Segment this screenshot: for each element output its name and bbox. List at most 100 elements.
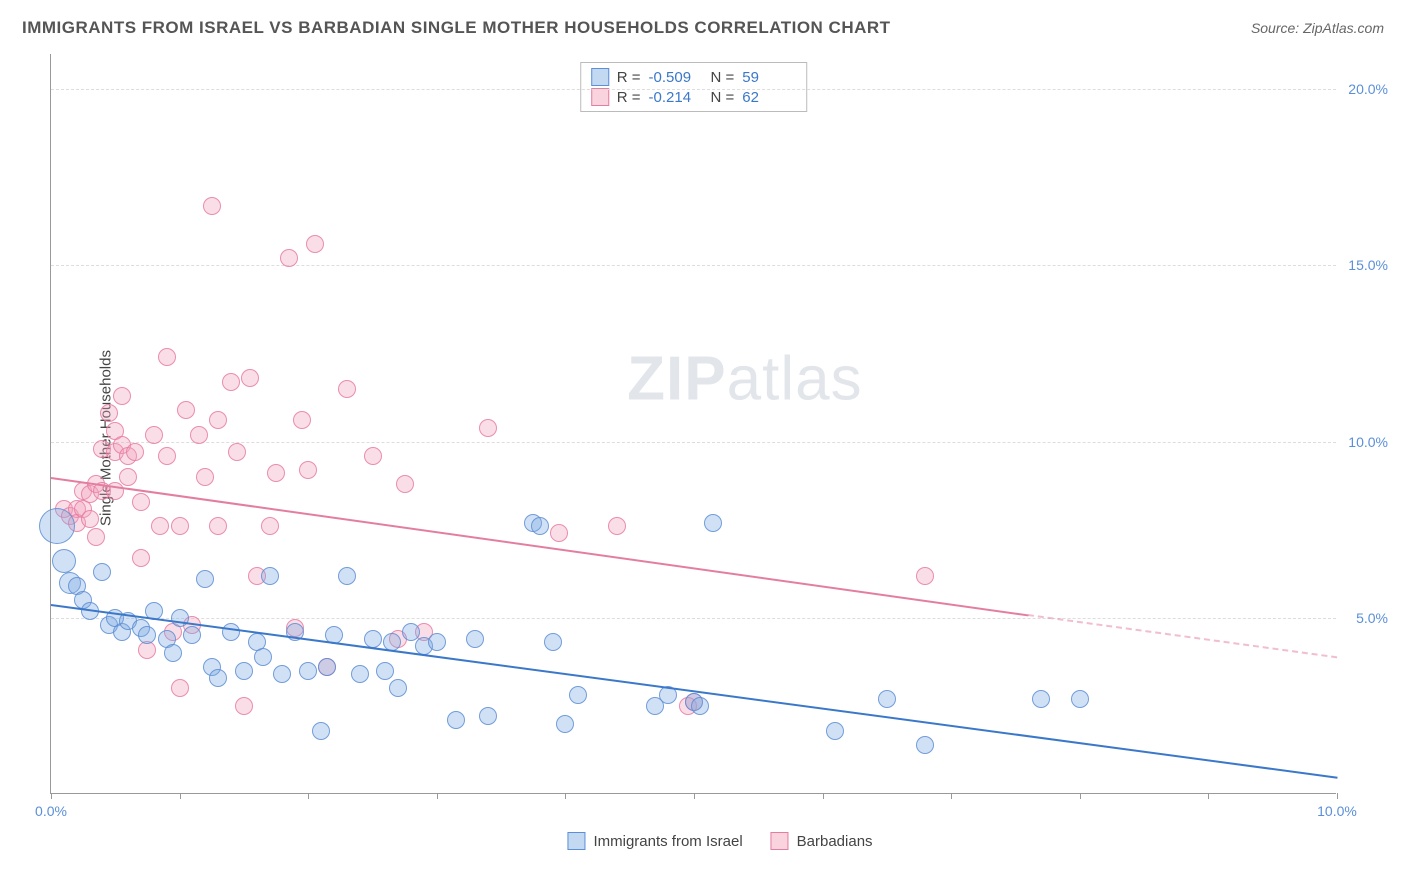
data-point bbox=[569, 686, 587, 704]
watermark-zip: ZIP bbox=[627, 345, 726, 414]
gridline bbox=[51, 442, 1336, 443]
data-point bbox=[267, 464, 285, 482]
gridline bbox=[51, 89, 1336, 90]
data-point bbox=[209, 411, 227, 429]
data-point bbox=[138, 626, 156, 644]
data-point bbox=[550, 524, 568, 542]
data-point bbox=[691, 697, 709, 715]
xtick-label: 10.0% bbox=[1317, 803, 1357, 819]
xtick-mark bbox=[51, 793, 52, 799]
data-point bbox=[531, 517, 549, 535]
data-point bbox=[241, 369, 259, 387]
data-point bbox=[878, 690, 896, 708]
ytick-label: 20.0% bbox=[1348, 81, 1388, 97]
xtick-mark bbox=[1337, 793, 1338, 799]
data-point bbox=[338, 567, 356, 585]
data-point bbox=[164, 644, 182, 662]
xtick-mark bbox=[565, 793, 566, 799]
data-point bbox=[145, 426, 163, 444]
data-point bbox=[183, 626, 201, 644]
xtick-mark bbox=[1208, 793, 1209, 799]
watermark-atlas: atlas bbox=[727, 345, 863, 414]
data-point bbox=[254, 648, 272, 666]
data-point bbox=[280, 249, 298, 267]
data-point bbox=[52, 549, 76, 573]
r-value-blue: -0.509 bbox=[649, 69, 703, 86]
data-point bbox=[235, 662, 253, 680]
data-point bbox=[916, 736, 934, 754]
data-point bbox=[364, 630, 382, 648]
data-point bbox=[556, 715, 574, 733]
data-point bbox=[228, 443, 246, 461]
xtick-mark bbox=[951, 793, 952, 799]
data-point bbox=[119, 468, 137, 486]
xtick-label: 0.0% bbox=[35, 803, 67, 819]
legend-label-blue: Immigrants from Israel bbox=[593, 833, 742, 850]
chart-title: IMMIGRANTS FROM ISRAEL VS BARBADIAN SING… bbox=[22, 18, 891, 38]
data-point bbox=[209, 669, 227, 687]
data-point bbox=[318, 658, 336, 676]
xtick-mark bbox=[437, 793, 438, 799]
data-point bbox=[299, 461, 317, 479]
data-point bbox=[158, 348, 176, 366]
data-point bbox=[132, 493, 150, 511]
data-point bbox=[196, 468, 214, 486]
data-point bbox=[306, 235, 324, 253]
data-point bbox=[376, 662, 394, 680]
data-point bbox=[171, 517, 189, 535]
data-point bbox=[396, 475, 414, 493]
n-value-blue: 59 bbox=[742, 69, 796, 86]
xtick-mark bbox=[180, 793, 181, 799]
legend-series: Immigrants from Israel Barbadians bbox=[567, 832, 872, 850]
data-point bbox=[235, 697, 253, 715]
legend-item-blue: Immigrants from Israel bbox=[567, 832, 742, 850]
data-point bbox=[158, 447, 176, 465]
r-value-pink: -0.214 bbox=[649, 89, 703, 106]
xtick-mark bbox=[694, 793, 695, 799]
data-point bbox=[87, 528, 105, 546]
swatch-pink-icon bbox=[771, 832, 789, 850]
plot-region: ZIPatlas R = -0.509 N = 59 R = -0.214 N … bbox=[50, 54, 1336, 794]
r-label: R = bbox=[617, 69, 641, 86]
chart-header: IMMIGRANTS FROM ISRAEL VS BARBADIAN SING… bbox=[22, 18, 1384, 38]
xtick-mark bbox=[1080, 793, 1081, 799]
data-point bbox=[222, 373, 240, 391]
data-point bbox=[916, 567, 934, 585]
data-point bbox=[81, 510, 99, 528]
data-point bbox=[171, 679, 189, 697]
xtick-mark bbox=[308, 793, 309, 799]
n-label: N = bbox=[711, 89, 735, 106]
n-value-pink: 62 bbox=[742, 89, 796, 106]
data-point bbox=[261, 567, 279, 585]
data-point bbox=[196, 570, 214, 588]
data-point bbox=[826, 722, 844, 740]
trend-line bbox=[51, 477, 1029, 616]
data-point bbox=[338, 380, 356, 398]
data-point bbox=[93, 563, 111, 581]
data-point bbox=[389, 679, 407, 697]
data-point bbox=[479, 419, 497, 437]
ytick-label: 15.0% bbox=[1348, 257, 1388, 273]
data-point bbox=[293, 411, 311, 429]
legend-item-pink: Barbadians bbox=[771, 832, 873, 850]
data-point bbox=[190, 426, 208, 444]
data-point bbox=[466, 630, 484, 648]
data-point bbox=[151, 517, 169, 535]
xtick-mark bbox=[823, 793, 824, 799]
n-label: N = bbox=[711, 69, 735, 86]
swatch-blue-icon bbox=[591, 68, 609, 86]
source-label: Source: ZipAtlas.com bbox=[1251, 20, 1384, 36]
data-point bbox=[39, 508, 75, 544]
data-point bbox=[447, 711, 465, 729]
data-point bbox=[273, 665, 291, 683]
data-point bbox=[608, 517, 626, 535]
gridline bbox=[51, 618, 1336, 619]
data-point bbox=[704, 514, 722, 532]
data-point bbox=[299, 662, 317, 680]
swatch-blue-icon bbox=[567, 832, 585, 850]
trend-line bbox=[1028, 614, 1337, 658]
legend-stats-row-blue: R = -0.509 N = 59 bbox=[591, 67, 797, 87]
data-point bbox=[203, 197, 221, 215]
data-point bbox=[177, 401, 195, 419]
legend-stats: R = -0.509 N = 59 R = -0.214 N = 62 bbox=[580, 62, 808, 112]
